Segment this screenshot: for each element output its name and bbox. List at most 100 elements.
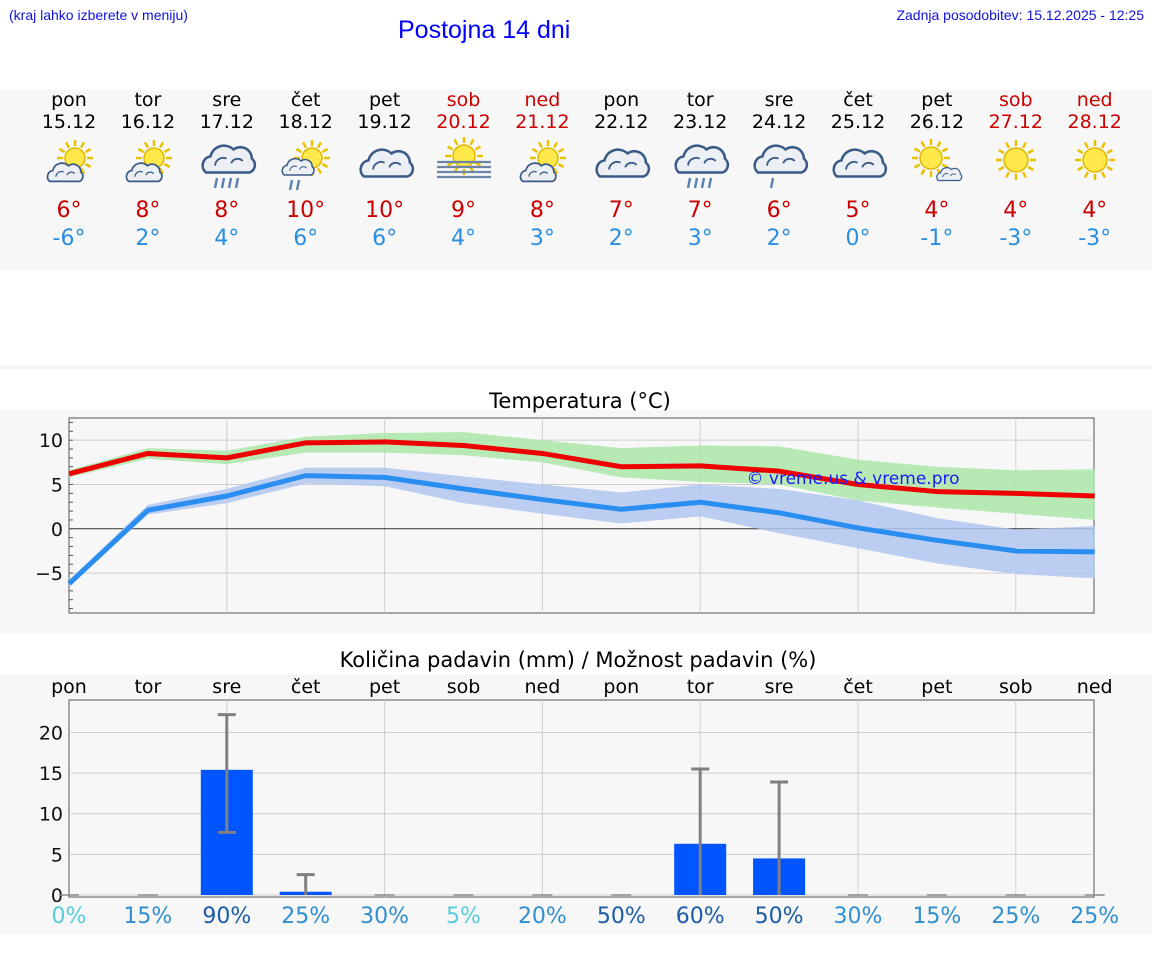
cloud-light-rain-icon (753, 144, 809, 189)
watermark: © vreme.us & vreme.pro (746, 469, 959, 489)
forecast-min-temp: -1° (920, 226, 954, 251)
cloud-icon (595, 148, 651, 178)
forecast-day-name: sre (212, 89, 242, 111)
forecast-day-name: čet (290, 89, 321, 111)
precip-day-label: pet (369, 676, 400, 698)
y-tick-label: 10 (39, 430, 63, 452)
cloud-icon (359, 148, 414, 178)
precip-probability: 60% (675, 904, 725, 929)
forecast-day-name: čet (843, 89, 873, 111)
sun-cloud-rain-icon (281, 140, 330, 191)
precip-day-label: sob (447, 676, 481, 698)
page-title: Postojna 14 dni (398, 16, 571, 44)
forecast-date: 20.12 (436, 111, 491, 133)
sun-icon (995, 140, 1036, 180)
min-temp-band (69, 467, 1095, 587)
cloud-rain-icon (201, 144, 256, 189)
forecast-day-name: pon (603, 89, 640, 111)
fog-sun-icon (436, 137, 491, 179)
forecast-date: 25.12 (830, 111, 886, 133)
precip-probability: 20% (517, 904, 567, 929)
temperature-chart-title: Temperatura (°C) (488, 389, 671, 413)
precip-probability: 30% (360, 904, 410, 929)
forecast-min-temp: 2° (766, 226, 792, 251)
precip-day-label: sob (999, 676, 1033, 698)
precip-probability: 15% (912, 904, 962, 929)
precip-day-label: tor (687, 676, 714, 698)
y-tick-label: 0 (51, 885, 63, 902)
precipitation-chart: Količina padavin (mm) / Možnost padavin … (39, 648, 1113, 902)
precip-day-label: čet (291, 676, 321, 698)
forecast-day-name: ned (524, 89, 561, 111)
forecast-max-temp: 8° (135, 198, 161, 223)
precip-day-label: čet (843, 676, 873, 698)
y-tick-label: −5 (35, 563, 63, 585)
precip-day-label: pet (921, 676, 952, 698)
precip-probability: 50% (596, 904, 646, 929)
forecast-min-temp: -6° (52, 226, 86, 251)
forecast-max-temp: 4° (924, 198, 950, 223)
forecast-day-name: tor (134, 89, 162, 111)
partly-cloudy-sun-icon (46, 140, 93, 183)
precip-probability: 0% (51, 904, 87, 929)
precip-probability: 30% (833, 904, 883, 929)
precip-day-label: ned (525, 676, 561, 698)
forecast-min-temp: 2° (608, 226, 634, 251)
precip-day-label: tor (134, 676, 161, 698)
forecast-min-temp: 3° (529, 226, 555, 251)
forecast-day-name: sob (446, 89, 481, 111)
forecast-min-temp: 3° (687, 226, 713, 251)
precip-day-label: pon (603, 676, 639, 698)
forecast-max-temp: 6° (766, 198, 792, 223)
forecast-min-temp: 6° (293, 226, 319, 251)
max-temp-line (68, 439, 1095, 499)
last-update-text: Zadnja posodobitev: 15.12.2025 - 12:25 (896, 7, 1144, 23)
forecast-date: 21.12 (515, 111, 570, 133)
forecast-day-name: sre (764, 89, 794, 111)
precip-probability: 15% (123, 904, 173, 929)
sun-small-cloud-icon (911, 139, 963, 182)
forecast-max-temp: 4° (1003, 198, 1029, 223)
forecast-max-temp: 5° (845, 198, 871, 223)
forecast-max-temp: 9° (451, 198, 476, 223)
precip-probability: 25% (1070, 904, 1120, 929)
precip-probability: 25% (281, 904, 331, 929)
partly-cloudy-sun-icon (520, 140, 567, 183)
forecast-date: 16.12 (120, 111, 176, 133)
forecast-day-name: sob (999, 89, 1033, 111)
temperature-chart: 10 5 0 −5 Temperatura (°C) © vreme.us & vreme… (35, 389, 1095, 614)
forecast-max-temp: 7° (687, 198, 713, 223)
precip-probability: 25% (991, 904, 1041, 929)
forecast-day-name: pon (51, 89, 87, 111)
precip-probability: 50% (754, 904, 804, 929)
cloud-icon (832, 148, 888, 178)
forecast-day-name: pet (921, 89, 953, 111)
max-temp-band (69, 432, 1095, 520)
precipitation-chart-title: Količina padavin (mm) / Možnost padavin … (340, 648, 817, 672)
forecast-min-temp: -3° (999, 226, 1033, 251)
forecast-date: 24.12 (751, 111, 807, 133)
forecast-date: 27.12 (988, 111, 1043, 133)
y-tick-label: 10 (39, 804, 63, 826)
location-menu-hint: (kraj lahko izberete v meniju) (9, 7, 188, 23)
forecast-max-temp: 4° (1082, 198, 1108, 223)
forecast-day-name: pet (368, 89, 401, 111)
forecast-min-temp: -3° (1078, 226, 1112, 251)
partly-cloudy-sun-icon (125, 140, 172, 183)
forecast-date: 19.12 (357, 111, 412, 133)
forecast-day-name: tor (686, 89, 714, 111)
forecast-max-temp: 10° (365, 198, 405, 223)
precip-day-label: pon (51, 676, 87, 698)
y-tick-label: 5 (51, 474, 63, 496)
forecast-min-temp: 4° (451, 226, 476, 251)
precip-probability: 90% (202, 904, 252, 929)
forecast-date: 26.12 (909, 111, 965, 133)
min-temp-line (67, 473, 1095, 586)
precip-day-label: sre (212, 676, 241, 698)
y-tick-label: 0 (51, 519, 63, 541)
forecast-min-temp: 2° (135, 226, 161, 251)
forecast-date: 15.12 (41, 111, 97, 133)
forecast-date: 18.12 (278, 111, 333, 133)
cloud-rain-icon (674, 144, 730, 189)
y-tick-label: 20 (39, 722, 63, 744)
